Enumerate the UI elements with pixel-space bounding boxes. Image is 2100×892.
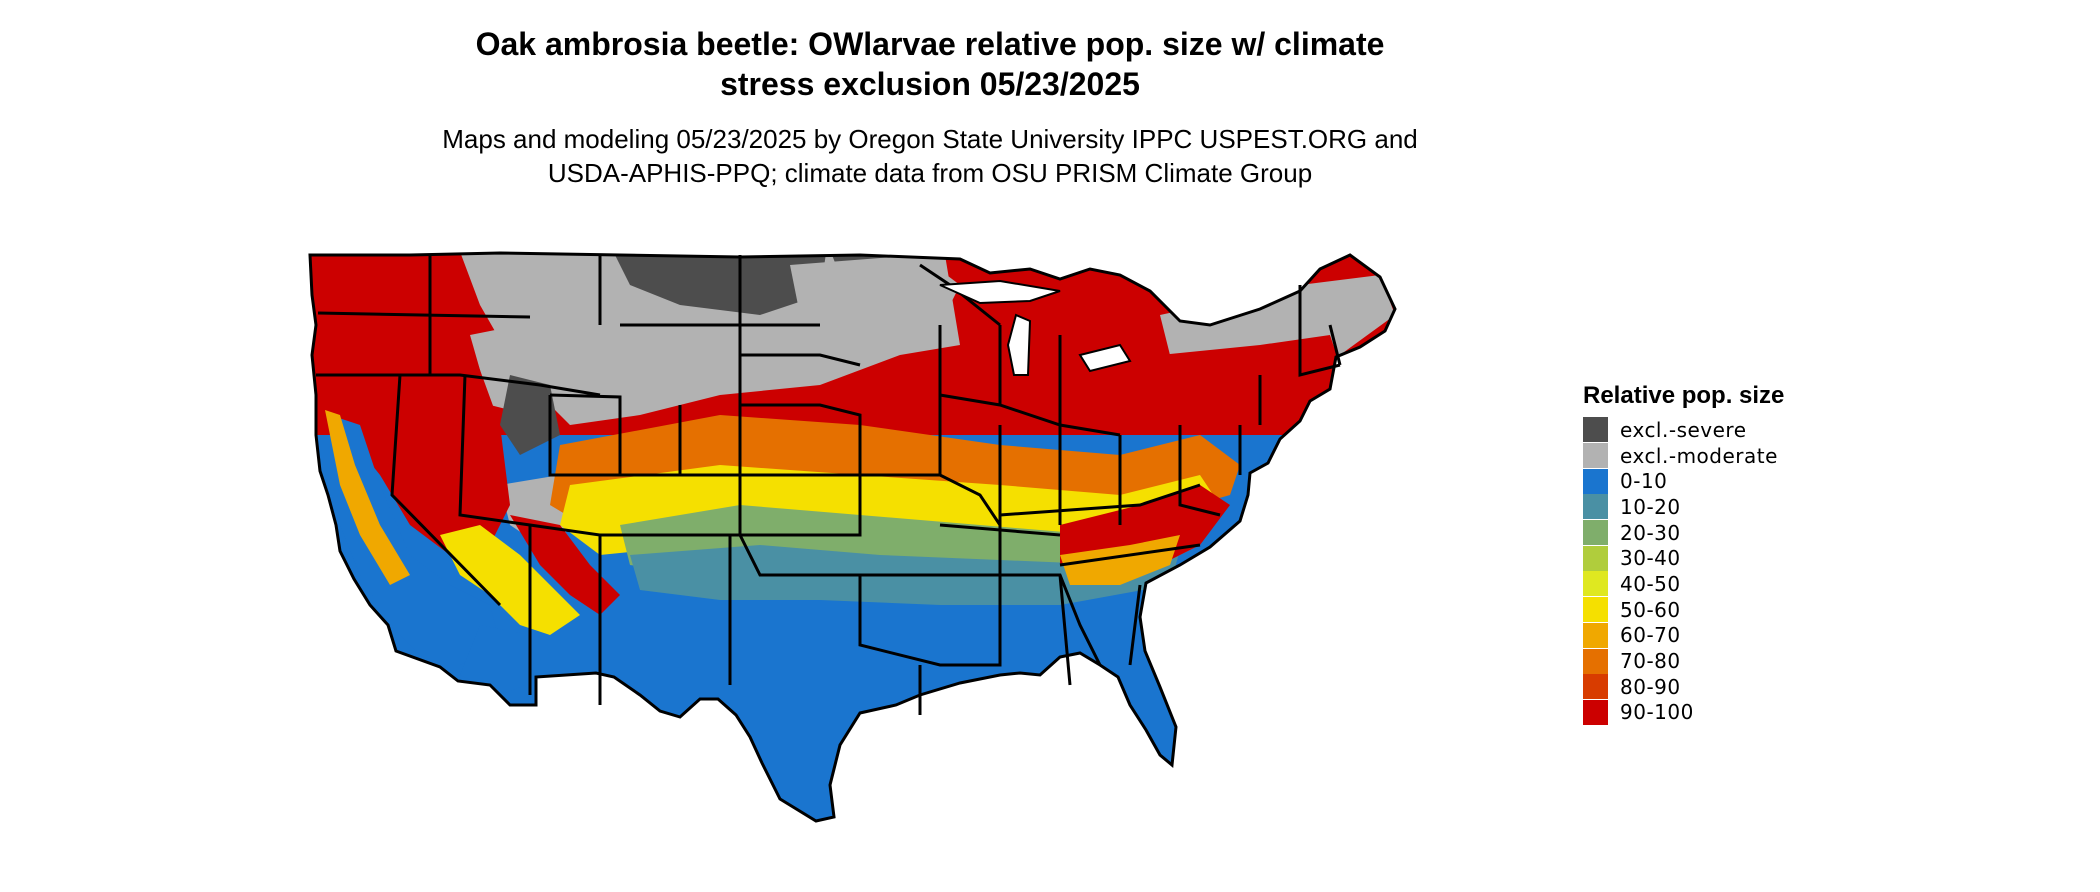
- legend-label: 20-30: [1620, 520, 1681, 545]
- legend-item-90-100: 90-100: [1583, 699, 1913, 726]
- legend-swatch: [1583, 494, 1608, 520]
- great-lakes: [939, 279, 1132, 376]
- legend-label: 0-10: [1620, 469, 1668, 494]
- legend-item-excl-moderate: excl.-moderate: [1583, 443, 1913, 469]
- legend-swatch: [1583, 545, 1608, 571]
- map-title-line-2: stress exclusion 05/23/2025: [720, 66, 1140, 102]
- legend-swatch: [1583, 417, 1608, 443]
- legend-label: 90-100: [1620, 700, 1694, 725]
- legend-item-excl-severe: excl.-severe: [1583, 417, 1913, 443]
- legend-swatch: [1583, 443, 1608, 469]
- legend-swatch: [1583, 699, 1608, 725]
- legend-label: 30-40: [1620, 546, 1681, 571]
- legend-item-0-10: 0-10: [1583, 468, 1913, 494]
- map-subtitle-line-2: USDA-APHIS-PPQ; climate data from OSU PR…: [547, 158, 1313, 188]
- legend-swatch: [1583, 674, 1608, 700]
- legend-swatch: [1583, 520, 1608, 546]
- legend-label: 40-50: [1620, 571, 1681, 596]
- legend-label: 50-60: [1620, 597, 1681, 622]
- us-map: [308, 251, 1397, 823]
- legend-label: 80-90: [1620, 674, 1681, 699]
- legend-item-10-20: 10-20: [1583, 494, 1913, 520]
- legend-swatch: [1583, 468, 1608, 494]
- legend-title: Relative pop. size: [1583, 382, 1785, 409]
- legend-label: 10-20: [1620, 494, 1681, 519]
- legend-item-60-70: 60-70: [1583, 622, 1913, 649]
- map-subtitle-line-1: Maps and modeling 05/23/2025 by Oregon S…: [442, 124, 1418, 154]
- map-subtitle: Maps and modeling 05/23/2025 by Oregon S…: [330, 122, 1530, 190]
- legend-swatch: [1583, 571, 1608, 597]
- state-boundaries: [308, 251, 1397, 823]
- legend-item-40-50: 40-50: [1583, 571, 1913, 597]
- population-bands: [310, 253, 1395, 821]
- legend-swatch: [1583, 648, 1608, 674]
- legend-item-30-40: 30-40: [1583, 545, 1913, 571]
- legend-item-70-80: 70-80: [1583, 648, 1913, 674]
- legend-item-20-30: 20-30: [1583, 520, 1913, 546]
- legend-label: 60-70: [1620, 623, 1681, 648]
- legend-swatch: [1583, 622, 1608, 648]
- legend-swatch: [1583, 597, 1608, 623]
- legend-label: excl.-severe: [1620, 417, 1747, 442]
- legend-items: excl.-severe excl.-moderate 0-10 10-20 2…: [1583, 417, 1913, 725]
- map-title: Oak ambrosia beetle: OWlarvae relative p…: [330, 24, 1530, 104]
- legend: Relative pop. size excl.-severe excl.-mo…: [1583, 381, 1913, 725]
- map-title-line-1: Oak ambrosia beetle: OWlarvae relative p…: [475, 26, 1385, 62]
- legend-item-50-60: 50-60: [1583, 597, 1913, 623]
- legend-label: excl.-moderate: [1620, 443, 1778, 468]
- legend-label: 70-80: [1620, 649, 1681, 674]
- legend-item-80-90: 80-90: [1583, 674, 1913, 700]
